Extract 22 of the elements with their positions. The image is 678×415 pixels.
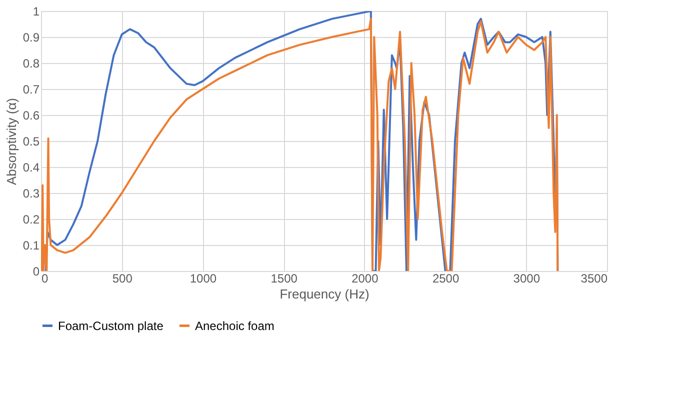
y-tick-label: 0.6 [22,108,40,122]
x-tick-label: 1500 [270,272,298,286]
y-tick-label: 0.4 [22,160,40,174]
legend-label: Anechoic foam [195,318,274,333]
y-tick-label: 0.3 [22,186,40,200]
y-tick-label: 0.9 [22,30,40,44]
y-tick-label: 0.8 [22,56,40,70]
y-tick-label: 0.7 [22,82,40,96]
x-axis-title: Frequency (Hz) [280,286,370,302]
x-tick-label: 500 [112,272,133,286]
x-tick-label: 3500 [580,272,608,286]
y-tick-label: 0.2 [22,212,40,226]
x-tick-label: 2500 [432,272,460,286]
legend-label: Foam-Custom plate [58,318,164,333]
y-tick-label: 1 [32,4,40,18]
y-axis-title: Absorptivity (α) [4,98,19,185]
y-tick-label: 0.5 [22,134,40,148]
x-tick-label: 3000 [513,272,540,286]
x-tick-label: 2000 [352,272,379,286]
x-tick-label: 0 [42,272,48,286]
y-tick-label: 0.1 [22,238,40,252]
x-tick-label: 1000 [190,272,217,286]
